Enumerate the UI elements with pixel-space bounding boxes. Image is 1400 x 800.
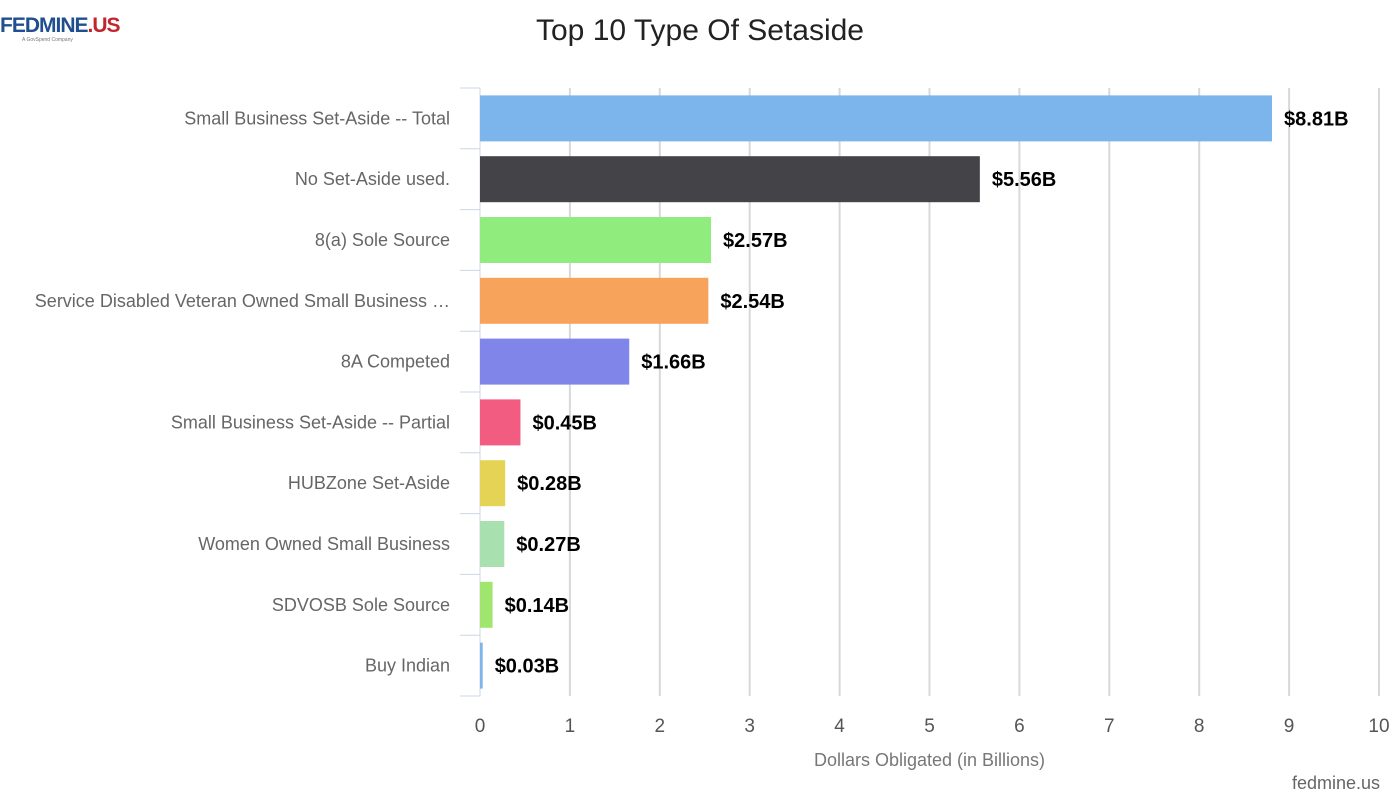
category-label: Buy Indian: [365, 656, 450, 676]
x-tick-label: 5: [924, 716, 935, 737]
category-label: Women Owned Small Business: [198, 534, 450, 554]
logo-wordmark: FEDMINE.US: [0, 14, 121, 37]
x-tick-label: 9: [1284, 716, 1295, 737]
site-credit[interactable]: fedmine.us: [1291, 773, 1380, 793]
category-label: HUBZone Set-Aside: [288, 473, 450, 493]
bar: [480, 642, 483, 689]
x-tick-label: 7: [1104, 716, 1115, 737]
x-tick-label: 4: [834, 716, 845, 737]
bar: [480, 460, 506, 507]
category-label: Small Business Set-Aside -- Partial: [171, 412, 450, 432]
logo-tagline: A GovSpend Company: [22, 37, 73, 43]
data-label: $1.66B: [641, 352, 706, 374]
x-tick-label: 10: [1368, 716, 1389, 737]
x-tick-label: 2: [655, 716, 666, 737]
data-label: $0.14B: [505, 595, 570, 617]
data-label: $2.54B: [720, 291, 785, 313]
bar: [480, 521, 505, 567]
bar: [480, 581, 493, 628]
data-label: $5.56B: [992, 169, 1057, 191]
bar: [480, 95, 1273, 142]
fedmine-logo: FEDMINE.US A GovSpend Company: [0, 8, 130, 48]
bar: [480, 156, 980, 203]
bar: [480, 217, 712, 263]
chart-title: Top 10 Type Of Setaside: [536, 14, 864, 47]
category-label: SDVOSB Sole Source: [272, 595, 450, 615]
data-label: $2.57B: [723, 230, 788, 252]
data-label: $8.81B: [1284, 108, 1349, 130]
x-tick-label: 6: [1014, 716, 1025, 737]
bar: [480, 277, 709, 324]
x-tick-label: 0: [475, 716, 486, 737]
data-label: $0.45B: [532, 412, 597, 434]
x-tick-label: 8: [1194, 716, 1205, 737]
category-label: 8(a) Sole Source: [315, 230, 450, 250]
data-label: $0.27B: [516, 534, 581, 556]
data-label: $0.03B: [495, 656, 560, 678]
data-label: $0.28B: [517, 473, 582, 495]
category-label: 8A Competed: [341, 352, 450, 372]
category-label: Small Business Set-Aside -- Total: [184, 108, 450, 128]
x-tick-label: 1: [565, 716, 576, 737]
x-axis-title: Dollars Obligated (in Billions): [814, 750, 1045, 770]
category-label: Service Disabled Veteran Owned Small Bus…: [35, 291, 450, 311]
bar: [480, 399, 521, 446]
bar: [480, 338, 630, 385]
category-label: No Set-Aside used.: [295, 169, 450, 189]
x-tick-label: 3: [744, 716, 755, 737]
